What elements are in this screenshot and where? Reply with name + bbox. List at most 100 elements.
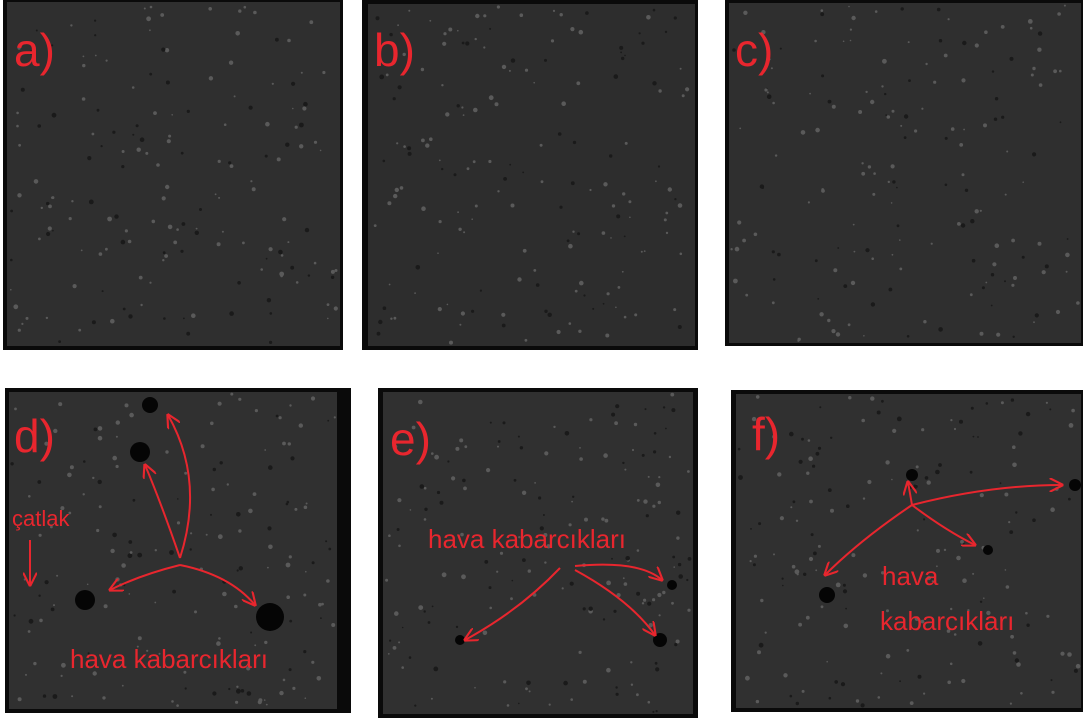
- speck: [418, 605, 423, 610]
- speck: [655, 180, 657, 182]
- speck: [424, 508, 427, 511]
- speck: [962, 578, 967, 583]
- speck: [166, 81, 170, 85]
- speck: [621, 57, 624, 60]
- speck: [970, 219, 974, 223]
- speck: [153, 111, 157, 115]
- speck: [961, 223, 965, 227]
- speck: [631, 684, 633, 686]
- speck: [132, 86, 135, 89]
- speck: [437, 491, 440, 494]
- speck: [442, 572, 447, 577]
- speck: [46, 317, 48, 319]
- speck: [544, 310, 547, 313]
- speck: [636, 693, 639, 696]
- speck: [238, 9, 241, 12]
- speck: [754, 233, 758, 237]
- speck: [518, 436, 520, 438]
- speck: [322, 71, 325, 74]
- speck: [634, 423, 637, 426]
- speck: [43, 694, 46, 697]
- speck: [757, 650, 761, 654]
- speck: [290, 456, 294, 460]
- speck: [648, 701, 651, 704]
- speck: [624, 236, 626, 238]
- speck: [303, 594, 306, 597]
- speck: [1076, 664, 1081, 669]
- speck: [317, 676, 322, 681]
- speck: [875, 10, 878, 13]
- speck: [374, 224, 377, 227]
- speck: [614, 421, 618, 425]
- speck: [971, 407, 974, 410]
- speck: [863, 497, 865, 499]
- speck: [861, 419, 865, 423]
- speck: [896, 187, 898, 189]
- speck: [385, 579, 388, 582]
- speck: [887, 115, 891, 119]
- speck: [821, 74, 824, 77]
- speck: [848, 323, 851, 326]
- speck: [228, 688, 230, 690]
- speck: [507, 704, 510, 707]
- speck: [848, 396, 851, 399]
- speck: [237, 569, 239, 571]
- speck: [56, 575, 58, 577]
- speck: [933, 81, 936, 84]
- speck: [616, 214, 620, 218]
- speck: [320, 150, 322, 152]
- speck: [821, 9, 824, 12]
- speck: [475, 205, 478, 208]
- speck: [773, 278, 776, 281]
- speck: [501, 313, 505, 317]
- speck: [680, 68, 682, 70]
- speck: [1038, 31, 1042, 35]
- annotation: hava: [882, 561, 939, 591]
- speck: [962, 173, 965, 176]
- speck: [218, 197, 220, 199]
- speck: [483, 14, 486, 17]
- speck: [559, 206, 562, 209]
- speck: [414, 705, 416, 707]
- speck: [154, 602, 156, 604]
- speck: [904, 114, 908, 118]
- figure: a) b) c) d) e) f) çatlak hava kabarcıkla…: [0, 0, 1083, 720]
- speck: [1015, 658, 1019, 662]
- speck: [268, 465, 273, 470]
- speck: [850, 40, 852, 42]
- speck: [815, 128, 820, 133]
- speck: [603, 618, 605, 620]
- speck: [674, 643, 677, 646]
- speck: [759, 643, 764, 648]
- speck: [443, 32, 446, 35]
- speck: [655, 667, 659, 671]
- speck: [424, 518, 427, 521]
- speck: [947, 681, 951, 685]
- speck: [562, 587, 564, 589]
- speck: [664, 218, 667, 221]
- speck: [618, 286, 621, 289]
- speck: [916, 465, 919, 468]
- speck: [437, 252, 439, 254]
- speck: [461, 311, 465, 315]
- speck: [146, 16, 151, 21]
- speck: [765, 632, 767, 634]
- speck: [496, 571, 498, 573]
- speck: [503, 177, 507, 181]
- speck: [992, 70, 994, 72]
- speck: [937, 8, 941, 12]
- speck: [954, 428, 956, 430]
- speck: [302, 106, 306, 110]
- speck: [795, 569, 800, 574]
- speck: [665, 428, 667, 430]
- speck: [772, 250, 775, 253]
- speck: [439, 160, 441, 162]
- speck: [583, 294, 585, 296]
- speck: [563, 681, 568, 686]
- speck: [286, 595, 290, 599]
- speck: [309, 20, 313, 24]
- speck: [459, 324, 461, 326]
- speck: [961, 78, 965, 82]
- speck: [394, 317, 397, 320]
- speck: [150, 6, 153, 9]
